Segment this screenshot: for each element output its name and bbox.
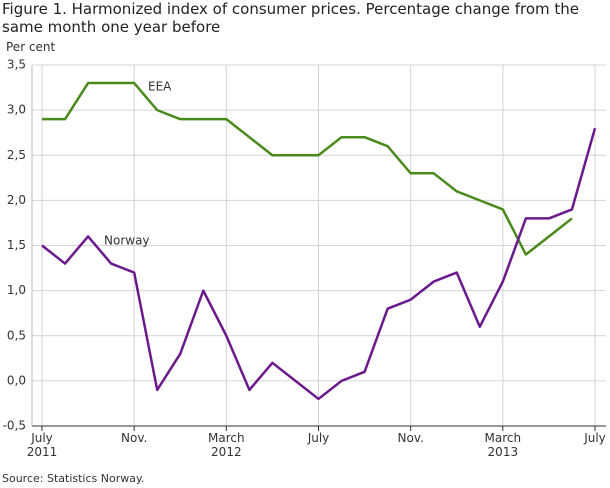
y-tick-label: 2,5 (7, 148, 26, 162)
series-label: Norway (104, 234, 150, 248)
x-tick-label: July (307, 431, 330, 445)
y-tick-label: 1,0 (7, 283, 26, 297)
series-label: EEA (148, 80, 172, 94)
y-tick-label: -0,5 (3, 419, 26, 433)
chart-title: Figure 1. Harmonized index of consumer p… (2, 0, 580, 36)
x-tick-label: July (584, 431, 606, 445)
x-tick-label: July 2011 (26, 431, 58, 459)
y-tick-label: 0,5 (7, 328, 26, 342)
x-tick-label: Nov. (397, 431, 424, 445)
y-tick-label: 3,0 (7, 103, 26, 117)
source-note: Source: Statistics Norway. (2, 472, 145, 485)
x-tick-label: March 2013 (484, 431, 522, 459)
y-tick-label: 1,5 (7, 238, 26, 252)
x-tick-label: March 2012 (208, 431, 245, 459)
y-tick-label: 0,0 (7, 373, 26, 387)
y-axis-label: Per cent (6, 40, 56, 54)
y-tick-label: 3,5 (7, 58, 26, 72)
line-series (42, 81, 573, 256)
y-tick-label: 2,0 (7, 193, 26, 207)
line-series (41, 127, 597, 401)
x-tick-label: Nov. (121, 431, 148, 445)
